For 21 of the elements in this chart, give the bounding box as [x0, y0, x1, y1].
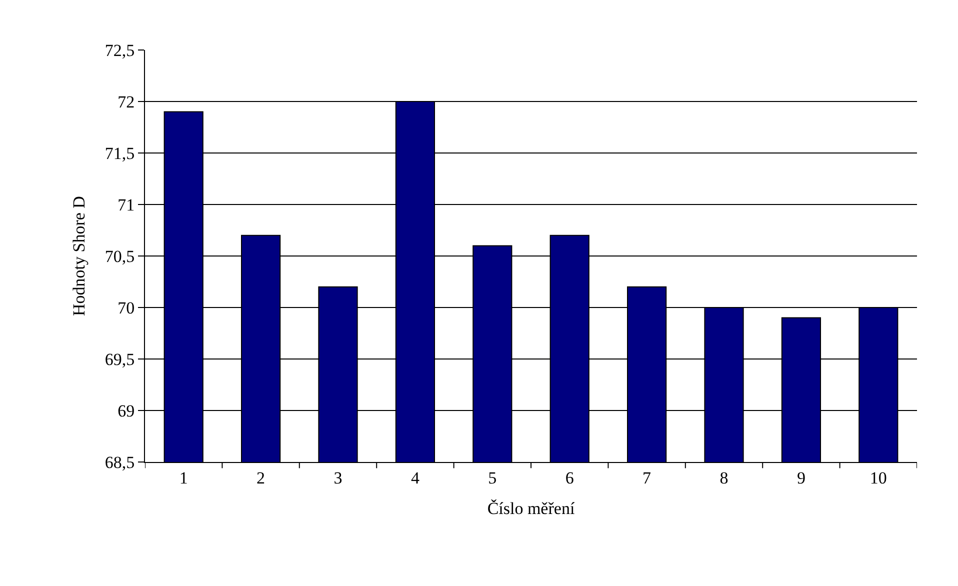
x-tick-label: 10 [870, 468, 887, 488]
x-tick-label: 4 [410, 468, 420, 488]
y-tick-label: 71,5 [104, 144, 135, 163]
y-tick-label: 72 [118, 92, 135, 112]
x-tick-label: 1 [179, 468, 188, 488]
x-axis-title: Číslo měření [487, 498, 575, 518]
x-tick-label: 7 [642, 468, 652, 488]
y-tick-label: 71 [118, 195, 135, 214]
y-tick-label: 68,5 [104, 452, 135, 472]
y-tick-label: 72,5 [104, 40, 135, 60]
y-tick-label: 70 [118, 298, 135, 318]
y-axis-title: Hodnoty Shore D [69, 196, 88, 316]
x-tick-label: 9 [796, 468, 806, 488]
x-tick-label: 5 [488, 468, 497, 488]
y-tick-label: 70,5 [104, 246, 135, 266]
x-tick-label: 6 [565, 468, 574, 488]
x-tick-label: 3 [334, 468, 342, 488]
x-tick-label: 8 [720, 468, 728, 488]
y-tick-label: 69 [118, 401, 135, 420]
x-tick-label: 2 [256, 468, 266, 488]
y-tick-label: 69,5 [104, 350, 135, 369]
